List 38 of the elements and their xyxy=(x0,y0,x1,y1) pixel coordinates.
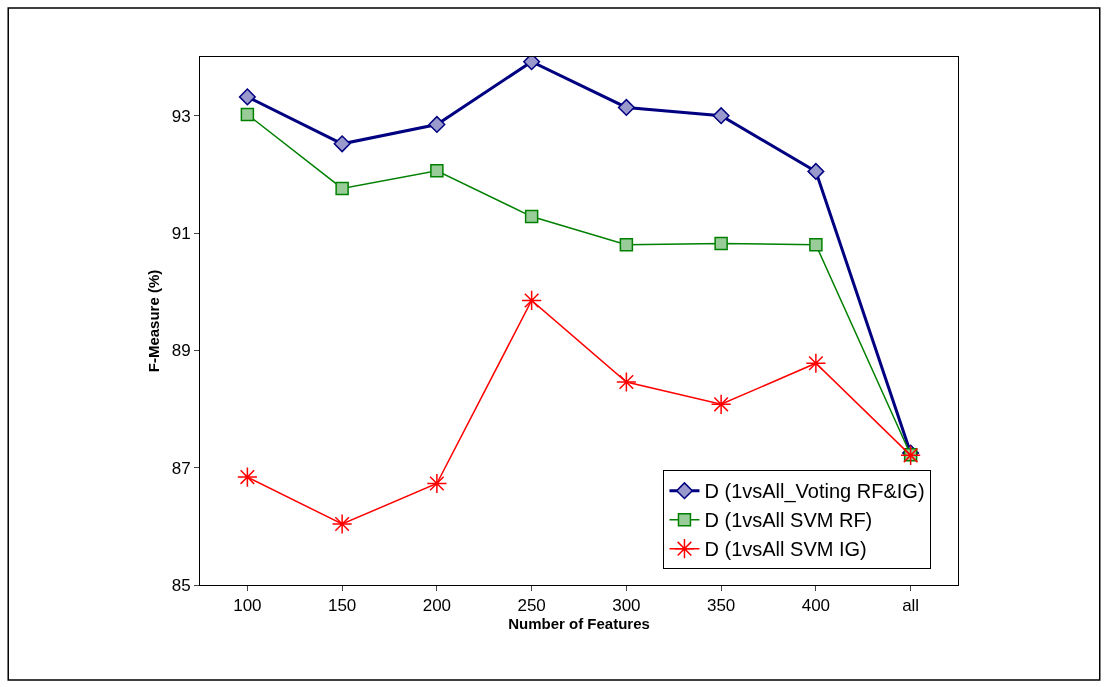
legend-label: D (1vsAll_Voting RF&IG) xyxy=(704,480,925,504)
x-tick-label: 100 xyxy=(233,596,262,616)
x-tick-label: 200 xyxy=(422,596,452,616)
point xyxy=(805,352,827,374)
legend-label: D (1vsAll SVM RF) xyxy=(704,509,873,532)
point xyxy=(524,209,539,224)
point xyxy=(426,473,448,494)
legend-label: D (1vsAll SVM IG) xyxy=(704,538,867,561)
x-tick-label: 250 xyxy=(517,596,546,616)
point xyxy=(710,393,732,415)
x-tick-label: 350 xyxy=(706,596,736,616)
x-tick-label: 300 xyxy=(612,596,641,616)
point xyxy=(809,237,823,252)
y-tick-label: 93 xyxy=(171,106,191,126)
y-tick-label: 91 xyxy=(171,223,191,243)
y-tick-label: 89 xyxy=(171,341,191,361)
point xyxy=(807,162,825,180)
point xyxy=(331,513,353,535)
point xyxy=(430,164,444,178)
y-axis-title: F-Measure (%) xyxy=(144,269,162,373)
point xyxy=(238,88,256,106)
point xyxy=(712,107,730,125)
point xyxy=(335,181,349,196)
point xyxy=(714,236,728,251)
y-tick-label: 87 xyxy=(171,458,191,478)
y-tick-label: 85 xyxy=(171,575,191,595)
point xyxy=(616,371,637,393)
x-tick-label: 150 xyxy=(327,596,357,616)
point xyxy=(428,115,446,134)
point xyxy=(333,135,351,153)
point xyxy=(619,237,634,252)
point xyxy=(617,98,635,116)
x-axis-title: Number of Features xyxy=(508,615,650,633)
point xyxy=(521,290,542,311)
point xyxy=(237,466,258,488)
x-tick-label: all xyxy=(902,596,920,616)
x-tick-label: 400 xyxy=(801,596,831,616)
point xyxy=(240,107,255,122)
